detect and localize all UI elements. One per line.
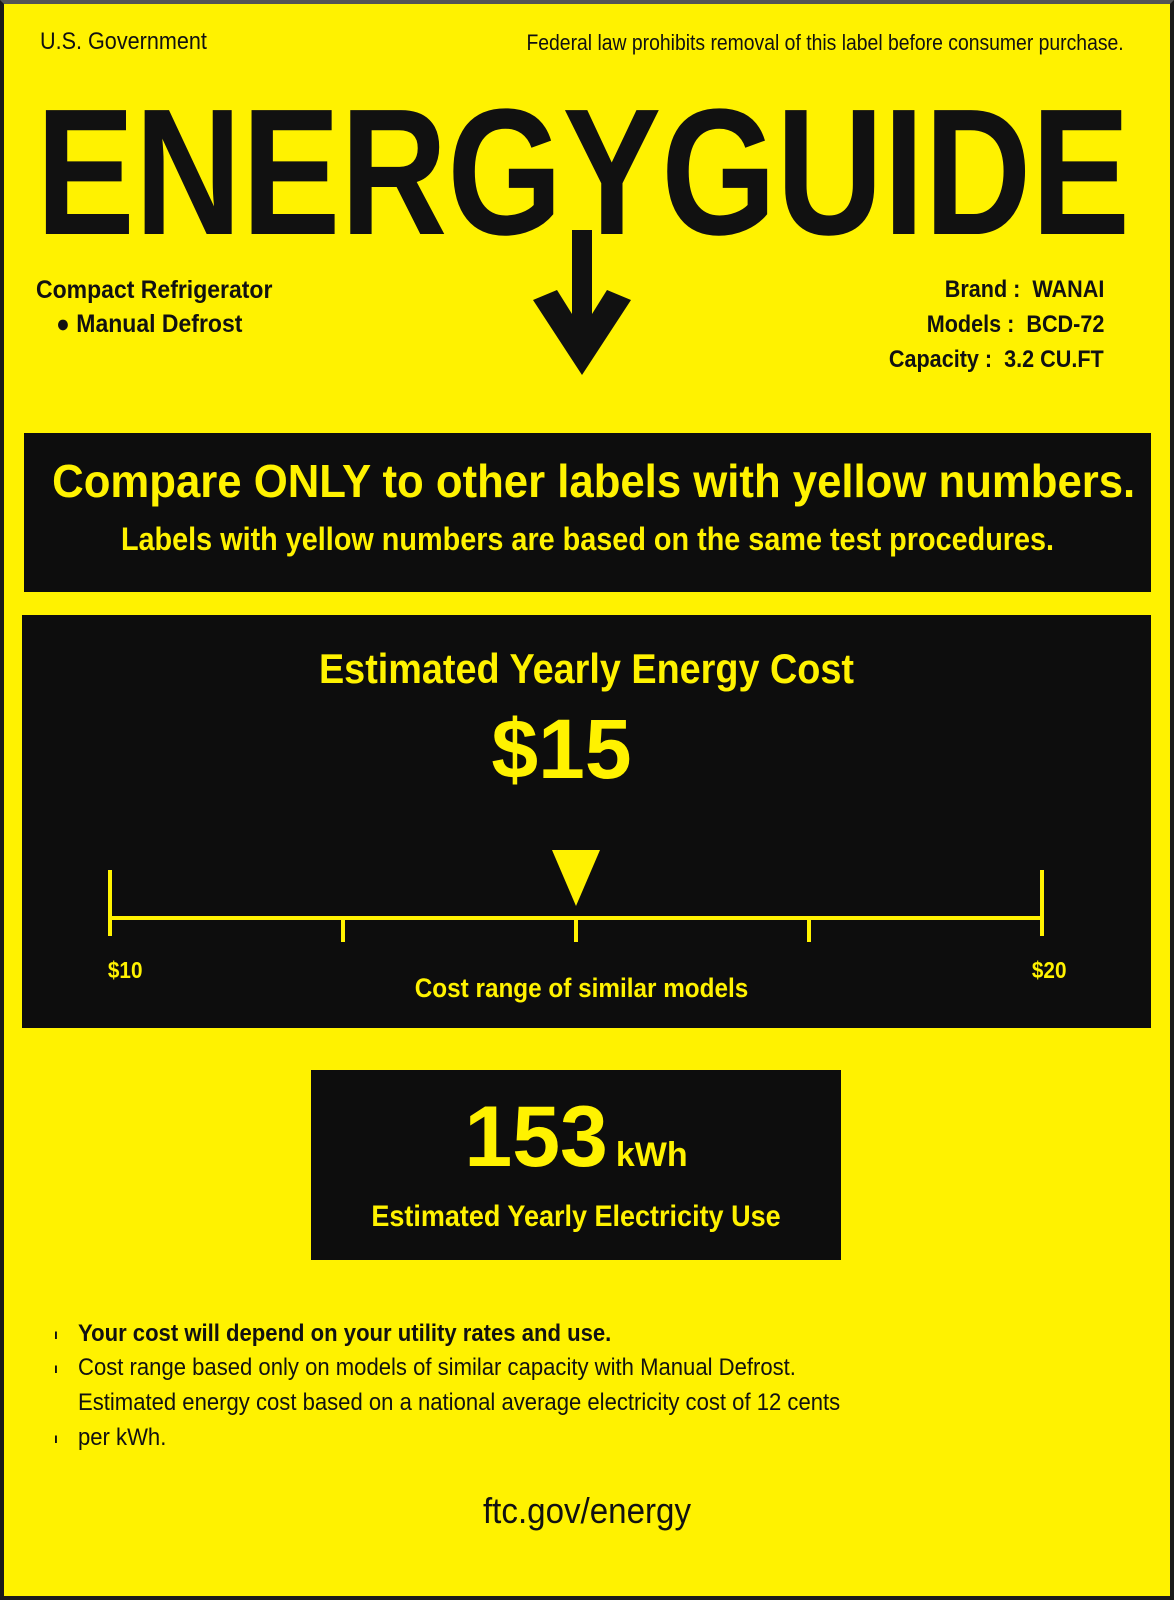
capacity-value: 3.2 CU.FT	[1004, 346, 1104, 373]
brand-row: Brand : WANAI	[944, 276, 1104, 304]
note-4: per kWh.	[78, 1424, 167, 1451]
product-type: Compact Refrigerator	[36, 276, 273, 304]
model-row: Models : BCD-72	[926, 311, 1104, 339]
cost-range-scale	[108, 850, 1044, 942]
electricity-caption: Estimated Yearly Electricity Use	[371, 1200, 781, 1233]
bullet-icon: ●	[56, 310, 77, 338]
note-3: Estimated energy cost based on a nationa…	[78, 1389, 841, 1416]
footer-url[interactable]: ftc.gov/energy	[482, 1490, 692, 1531]
note-2: Cost range based only on models of simil…	[78, 1354, 796, 1381]
electricity-value-row: 153 kWh	[311, 1088, 841, 1187]
electricity-unit: kWh	[615, 1136, 688, 1174]
feature-text: Manual Defrost	[76, 310, 243, 338]
compare-panel: Compare ONLY to other labels with yellow…	[24, 433, 1151, 592]
cost-panel: Estimated Yearly Energy Cost $15 $10 $20…	[22, 615, 1151, 1028]
cost-title: Estimated Yearly Energy Cost	[318, 645, 855, 692]
bullet-mark: ı	[54, 1360, 58, 1376]
bullet-mark: ı	[54, 1430, 58, 1446]
compare-subline: Labels with yellow numbers are based on …	[120, 521, 1055, 557]
capacity-row: Capacity : 3.2 CU.FT	[889, 346, 1104, 374]
range-caption: Cost range of similar models	[414, 973, 749, 1003]
down-arrow-icon	[533, 230, 631, 375]
range-min-label: $10	[107, 957, 143, 983]
product-feature: ● Manual Defrost	[56, 310, 242, 339]
note-1: Your cost will depend on your utility ra…	[78, 1320, 612, 1347]
cost-marker-triangle-icon	[552, 850, 600, 906]
electricity-panel: 153 kWh Estimated Yearly Electricity Use	[311, 1070, 841, 1260]
capacity-label: Capacity :	[889, 346, 993, 373]
electricity-value: 153	[464, 1089, 608, 1185]
energyguide-logo: ENERGYGUIDE	[36, 72, 1130, 375]
brand-value: WANAI	[1032, 276, 1104, 303]
range-max-label: $20	[1031, 957, 1067, 983]
legal-notice: Federal law prohibits removal of this la…	[526, 30, 1124, 55]
bullet-mark: ı	[54, 1326, 58, 1342]
model-value: BCD-72	[1025, 311, 1104, 338]
brand-label: Brand :	[944, 276, 1020, 303]
issuer-text: U.S. Government	[40, 28, 207, 55]
cost-value: $15	[491, 702, 632, 796]
models-label: Models :	[926, 311, 1014, 338]
compare-headline: Compare ONLY to other labels with yellow…	[52, 455, 1136, 507]
